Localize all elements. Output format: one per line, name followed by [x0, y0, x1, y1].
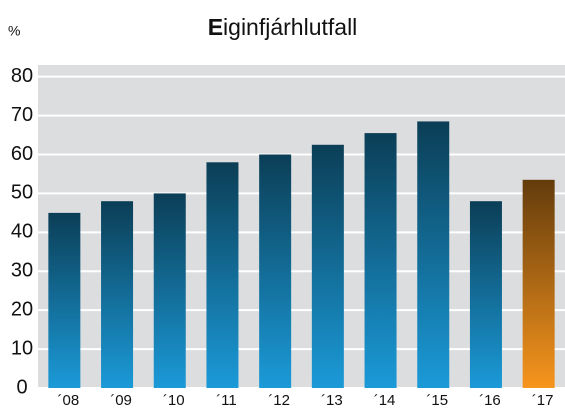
x-tick-label: ´09	[110, 392, 132, 409]
x-tick-label: ´08	[58, 392, 80, 409]
y-tick-label: 70	[11, 104, 33, 126]
x-tick-label: ´13	[321, 392, 343, 409]
y-axis-label: %	[8, 23, 20, 39]
bar	[469, 201, 502, 388]
y-tick-label: 40	[11, 221, 33, 243]
bar	[101, 201, 134, 388]
bar	[417, 121, 450, 389]
chart-title: Eiginfjárhlutfall	[207, 14, 358, 40]
y-tick-label: 30	[11, 260, 33, 282]
y-tick-label: 20	[11, 298, 33, 320]
x-tick-label: ´10	[163, 392, 185, 409]
y-tick-label: 50	[11, 182, 33, 204]
x-tick-label: ´17	[532, 392, 554, 409]
y-tick-label: 0	[16, 376, 27, 398]
x-tick-label: ´12	[268, 392, 290, 409]
bar	[48, 212, 81, 388]
x-tick-label: ´14	[374, 392, 396, 409]
y-tick-label: 10	[11, 337, 33, 359]
x-tick-label: ´16	[479, 392, 501, 409]
bar	[522, 179, 555, 388]
bar	[153, 193, 186, 388]
bar	[364, 133, 397, 388]
y-tick-label: 80	[11, 65, 33, 87]
bar	[259, 154, 292, 388]
x-tick-label: ´11	[216, 392, 237, 409]
bar	[206, 162, 239, 388]
x-tick-label: ´15	[426, 392, 448, 409]
y-tick-label: 60	[11, 143, 33, 165]
bar	[311, 144, 344, 388]
